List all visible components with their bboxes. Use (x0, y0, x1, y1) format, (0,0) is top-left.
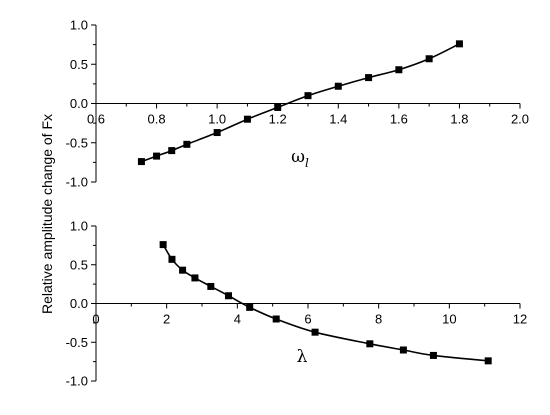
x-tick-label: 0 (92, 312, 99, 327)
data-point (272, 315, 280, 323)
chart-top: 1.0 0.5 0.0 -0.5 -1.0 0.6 0.8 1.0 1.2 1.4 1.6 1.8 2.… (66, 18, 529, 190)
data-point (183, 140, 191, 148)
data-point (425, 55, 433, 63)
data-point (365, 74, 373, 82)
y-axis-label: Relative amplitude change of Fx (39, 114, 55, 314)
y-tick-label: -1.0 (66, 175, 88, 190)
series-line (162, 244, 489, 362)
data-point (311, 328, 319, 336)
x-tick-label: 2 (163, 312, 170, 327)
data-point (484, 357, 492, 365)
x-tick-label: 8 (375, 312, 382, 327)
data-point (395, 66, 403, 74)
y-tick-label: 1.0 (70, 219, 88, 234)
x-tick-label: 1.6 (390, 112, 408, 127)
data-point (207, 282, 215, 290)
x-axis-label-subscript: l (305, 156, 309, 170)
x-tick-label: 4 (234, 312, 241, 327)
x-tick-label: 1.4 (329, 112, 347, 127)
y-tick-label: -0.5 (66, 335, 88, 350)
data-point (455, 40, 463, 48)
y-tick-label: 0.0 (70, 96, 88, 111)
x-tick-label: 1.2 (269, 112, 287, 127)
data-point (304, 92, 312, 100)
x-tick-label: 12 (513, 312, 527, 327)
data-point (213, 129, 221, 137)
x-tick-label: 10 (442, 312, 456, 327)
data-point (246, 303, 254, 311)
y-tick-label: 1.0 (70, 18, 88, 33)
x-tick-label: 6 (304, 312, 311, 327)
data-point (153, 152, 161, 160)
data-point (159, 241, 167, 249)
x-axis-label-main: ω (291, 147, 305, 167)
y-tick-label: 0.0 (70, 296, 88, 311)
y-tick-label: 0.5 (70, 257, 88, 272)
data-point (168, 255, 176, 263)
x-axis-label-main: λ (297, 347, 308, 367)
y-tick-label: 0.5 (70, 57, 88, 72)
y-tick-label: -1.0 (66, 374, 88, 389)
x-tick-label: 0.8 (148, 112, 166, 127)
data-point (225, 292, 232, 300)
data-point (429, 351, 437, 359)
data-point (179, 266, 187, 274)
x-tick-label: 1.0 (208, 112, 226, 127)
data-point (243, 115, 251, 123)
x-tick-label: 1.8 (450, 112, 468, 127)
data-point (274, 103, 282, 111)
data-point (366, 340, 374, 348)
data-point (137, 158, 145, 166)
y-tick-label: -0.5 (66, 135, 88, 150)
data-point (399, 346, 407, 354)
data-point (191, 274, 199, 282)
x-tick-label: 2.0 (511, 112, 529, 127)
data-point (168, 147, 176, 155)
chart-bottom: 1.0 0.5 0.0 -0.5 -1.0 0 2 4 6 8 10 12 λ (66, 219, 528, 389)
x-tick-label: 0.6 (87, 112, 105, 127)
x-axis-label: ωl (291, 147, 309, 170)
data-point (334, 82, 342, 90)
x-axis-label: λ (297, 347, 308, 367)
